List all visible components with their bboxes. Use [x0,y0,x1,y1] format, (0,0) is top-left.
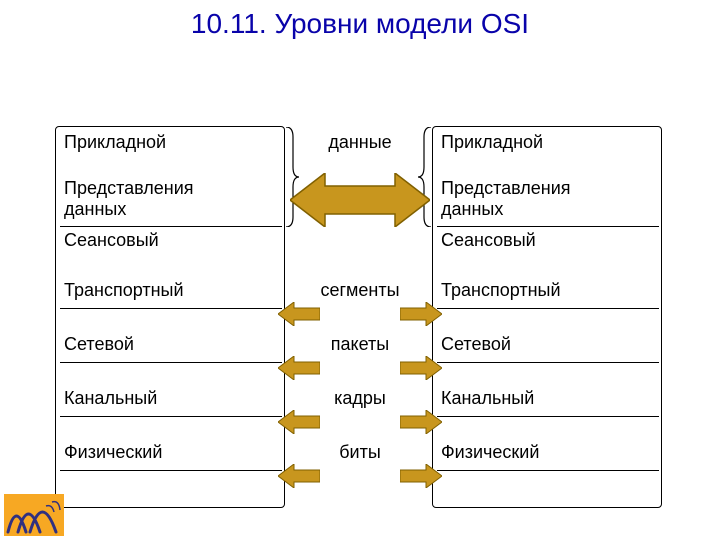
small-arrow-right-2-icon [400,356,442,380]
small-arrow-left-2-icon [278,356,320,380]
small-arrow-right-1-icon [400,302,442,326]
left-sep-1 [60,226,282,227]
right-layer-2: Представления данных [441,178,571,219]
page-title: 10.11. Уровни модели OSI [0,8,720,40]
left-layer-6: Канальный [64,388,157,409]
left-sep-3 [60,362,282,363]
small-arrow-right-3-icon [400,410,442,434]
right-sep-2 [437,308,659,309]
left-layer-7: Физический [64,442,162,463]
right-sep-5 [437,470,659,471]
small-arrow-left-1-icon [278,302,320,326]
right-layer-3: Сеансовый [441,230,536,251]
left-layer-5: Сетевой [64,334,134,355]
left-layer-4: Транспортный [64,280,184,301]
left-sep-2 [60,308,282,309]
left-sep-4 [60,416,282,417]
left-layer-2: Представления данных [64,178,194,219]
pdu-label-4: сегменты [260,280,460,301]
small-arrow-left-4-icon [278,464,320,488]
big-double-arrow-icon [290,173,430,227]
pdu-label-6: кадры [260,388,460,409]
right-sep-4 [437,416,659,417]
small-arrow-right-4-icon [400,464,442,488]
left-layer-3: Сеансовый [64,230,159,251]
right-sep-1 [437,226,659,227]
right-sep-3 [437,362,659,363]
small-arrow-left-3-icon [278,410,320,434]
left-sep-5 [60,470,282,471]
logo-icon [4,494,64,536]
pdu-label-5: пакеты [260,334,460,355]
pdu-label-7: биты [260,442,460,463]
left-layer-1: Прикладной [64,132,166,153]
